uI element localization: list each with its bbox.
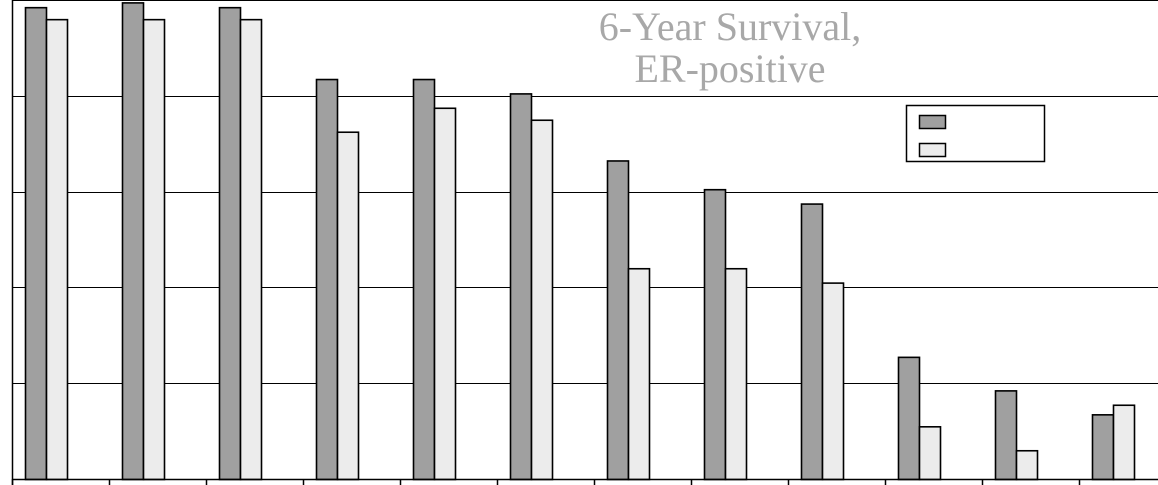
bar-series-1-cat-2 [121,2,145,481]
bar-series-1-cat-4 [315,78,339,481]
legend [905,104,1046,163]
bar-series-1-cat-10 [897,356,921,481]
bar-series-1-cat-8 [703,188,727,481]
bar-series-1-cat-9 [800,203,824,481]
bar-series-2-cat-4 [336,131,360,481]
bar-series-2-cat-5 [433,107,457,481]
bar-series-1-cat-3 [218,6,242,481]
bar-series-2-cat-9 [821,282,845,481]
bar-series-2-cat-11 [1015,449,1039,481]
bar-series-2-cat-6 [530,119,554,481]
legend-swatch-2 [918,142,947,158]
bar-series-1-cat-5 [412,78,436,481]
bar-series-2-cat-8 [724,267,748,481]
bars [24,2,1136,481]
bar-series-2-cat-12 [1112,404,1136,481]
bar-series-2-cat-2 [142,18,166,481]
bar-series-1-cat-12 [1091,414,1115,481]
bar-series-1-cat-11 [994,390,1018,481]
bar-series-1-cat-1 [24,6,48,481]
chart-title-line-2: ER-positive [634,46,825,91]
bar-series-1-cat-7 [606,160,630,481]
bar-series-2-cat-3 [239,18,263,481]
chart-title-line-1: 6-Year Survival, [599,4,862,49]
bar-series-2-cat-1 [45,18,69,481]
bar-series-2-cat-10 [918,426,942,481]
axes [11,0,1158,485]
gridlines [12,0,1158,384]
bar-series-1-cat-6 [509,93,533,481]
chart-title: 6-Year Survival, ER-positive [599,4,862,91]
legend-swatch-1 [918,114,947,130]
bar-series-2-cat-7 [627,267,651,481]
